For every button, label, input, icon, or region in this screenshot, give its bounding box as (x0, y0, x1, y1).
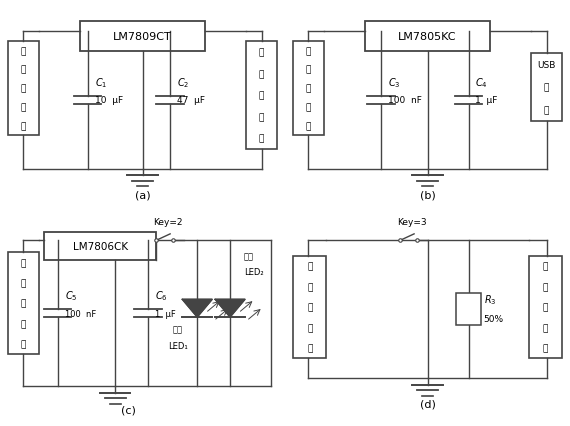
Text: $C_2$: $C_2$ (177, 76, 189, 90)
Text: 收: 收 (259, 48, 264, 57)
Text: $C_3$: $C_3$ (388, 76, 400, 90)
Polygon shape (215, 299, 245, 317)
Text: 用: 用 (306, 47, 311, 56)
Text: 100  nF: 100 nF (388, 96, 422, 105)
Text: 50%: 50% (483, 315, 504, 324)
Text: 接: 接 (259, 113, 264, 122)
Text: 灯: 灯 (543, 344, 548, 353)
Text: 器: 器 (306, 84, 311, 93)
Text: LED₁: LED₁ (168, 341, 188, 350)
Text: $C_4$: $C_4$ (475, 76, 488, 90)
Text: 用: 用 (21, 47, 26, 56)
Text: LM7805KC: LM7805KC (398, 32, 457, 42)
Text: 器: 器 (21, 299, 26, 308)
Text: 接: 接 (21, 103, 26, 112)
Text: LM7806CK: LM7806CK (72, 242, 128, 252)
Text: 接: 接 (307, 323, 312, 332)
Text: 接: 接 (306, 103, 311, 112)
Bar (294, 42, 324, 136)
Bar (80, 22, 205, 52)
Text: 接: 接 (21, 320, 26, 328)
Bar (9, 42, 39, 136)
Text: 电: 电 (306, 66, 311, 75)
Text: 100  nF: 100 nF (64, 309, 96, 318)
Text: 10  μF: 10 μF (95, 96, 123, 105)
Polygon shape (182, 299, 212, 317)
Text: $C_5$: $C_5$ (64, 289, 77, 302)
Text: 机: 机 (259, 91, 264, 100)
Text: 用: 用 (21, 258, 26, 267)
Text: (c): (c) (121, 404, 136, 414)
Text: 音: 音 (259, 70, 264, 79)
Text: (a): (a) (135, 190, 150, 200)
Bar (529, 256, 561, 358)
Text: 口: 口 (259, 134, 264, 143)
Text: LM7809CT: LM7809CT (113, 32, 172, 42)
Text: 电: 电 (307, 282, 312, 291)
Text: Key=3: Key=3 (397, 217, 427, 226)
Bar (531, 54, 561, 122)
Text: 电: 电 (21, 66, 26, 75)
Text: 节: 节 (543, 303, 548, 312)
Text: 1  μF: 1 μF (475, 96, 498, 105)
Text: LED₂: LED₂ (244, 268, 263, 276)
Text: 直: 直 (543, 262, 548, 271)
Text: $R_3$: $R_3$ (483, 293, 496, 306)
Text: 电: 电 (21, 279, 26, 288)
Text: (b): (b) (420, 190, 435, 200)
Text: 高亮: 高亮 (244, 252, 254, 261)
Text: 器: 器 (21, 84, 26, 93)
Text: 47  μF: 47 μF (177, 96, 205, 105)
Text: $C_6$: $C_6$ (155, 289, 168, 302)
Text: 高亮: 高亮 (173, 325, 183, 334)
Text: 1  μF: 1 μF (155, 309, 176, 318)
Bar (294, 256, 326, 358)
Text: 口: 口 (21, 340, 26, 349)
Text: 接: 接 (544, 83, 549, 92)
Text: 口: 口 (306, 122, 311, 131)
Text: 能: 能 (543, 323, 548, 332)
Bar (44, 233, 156, 260)
Text: 口: 口 (307, 344, 312, 353)
Text: USB: USB (538, 60, 556, 69)
Text: 口: 口 (21, 122, 26, 131)
Text: 口: 口 (544, 106, 549, 115)
Text: (d): (d) (420, 398, 435, 409)
Text: Key=2: Key=2 (153, 217, 183, 226)
Text: 用: 用 (307, 262, 312, 271)
Bar (456, 294, 481, 325)
Text: 流: 流 (543, 282, 548, 291)
Bar (246, 42, 276, 150)
Text: 器: 器 (307, 303, 312, 312)
Bar (9, 253, 39, 354)
Text: $C_1$: $C_1$ (95, 76, 107, 90)
Bar (365, 22, 490, 52)
